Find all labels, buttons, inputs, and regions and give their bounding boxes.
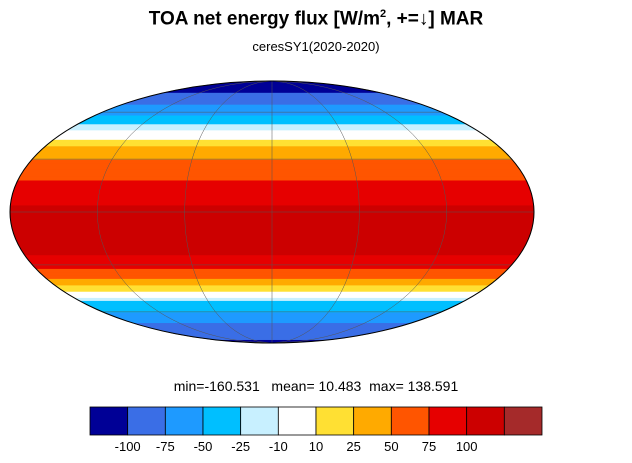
- colorbar-tick-label: 50: [384, 439, 398, 454]
- colorbar-tick-label: 75: [422, 439, 436, 454]
- colorbar-tick-label: 25: [346, 439, 360, 454]
- mean-value: 10.483: [318, 378, 362, 394]
- colorbar-swatch: [277, 406, 317, 436]
- colorbar-swatch: [89, 406, 129, 436]
- title-main-text: TOA net energy flux [W/m: [148, 8, 380, 30]
- min-value: -160.531: [204, 378, 260, 394]
- colorbar-swatch: [503, 406, 543, 436]
- colorbar-swatch: [164, 406, 204, 436]
- colorbar-tick-label: 10: [309, 439, 323, 454]
- colorbar-tick-label: 100: [456, 439, 478, 454]
- colorbar-tick-label: -25: [231, 439, 250, 454]
- meridian-line: [271, 80, 447, 344]
- meridian-line: [271, 80, 360, 344]
- colorbar-tick-label: -75: [156, 439, 175, 454]
- plot-title: TOA net energy flux [W/m2, +=↓] MAR: [0, 8, 632, 30]
- min-label: min=: [173, 378, 205, 394]
- title-superscript: 2: [379, 8, 387, 20]
- colorbar-swatch: [390, 406, 430, 436]
- colorbar-swatch: [466, 406, 505, 436]
- colorbar-swatch: [202, 406, 242, 436]
- colorbar-swatch: [127, 406, 166, 436]
- meridian-line: [97, 80, 273, 344]
- title-rest-text: , +=↓] MAR: [386, 8, 484, 30]
- colorbar-swatch: [240, 406, 279, 436]
- plot-subtitle: ceresSY1(2020-2020): [252, 39, 380, 54]
- colorbar-swatch: [315, 406, 355, 436]
- max-label: max=: [369, 378, 404, 394]
- colorbar-tick-label: -100: [115, 439, 141, 454]
- max-value: 138.591: [407, 378, 459, 394]
- meridian-line: [184, 80, 273, 344]
- colorbar-swatch: [428, 406, 468, 436]
- statistics-line: min=-160.531 mean= 10.483 max= 138.591: [0, 378, 632, 394]
- colorbar-swatch: [353, 406, 392, 436]
- colorbar-tick-label: -10: [269, 439, 288, 454]
- mean-label: mean=: [271, 378, 315, 394]
- colorbar-tick-label: -50: [194, 439, 213, 454]
- globe-outline: [9, 80, 535, 344]
